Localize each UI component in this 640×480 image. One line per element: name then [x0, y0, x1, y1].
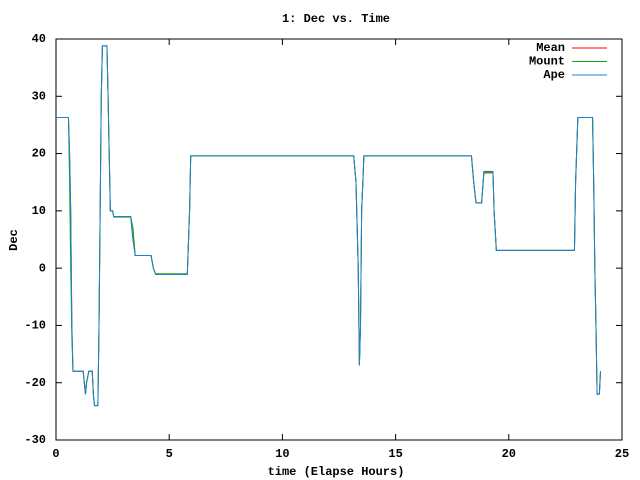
y-tick-label: 0 — [39, 261, 46, 275]
x-tick-label: 20 — [502, 447, 516, 461]
x-tick-label: 15 — [388, 447, 402, 461]
y-tick-label: -10 — [24, 319, 46, 333]
y-axis-label: Dec — [7, 229, 21, 251]
legend-label: Mount — [529, 55, 565, 69]
chart-title: 1: Dec vs. Time — [282, 12, 390, 26]
x-axis-label: time (Elapse Hours) — [268, 465, 405, 479]
y-tick-label: -20 — [24, 376, 46, 390]
y-tick-label: 10 — [32, 204, 46, 218]
y-tick-label: 20 — [32, 147, 46, 161]
x-tick-label: 5 — [166, 447, 173, 461]
legend-label: Ape — [543, 68, 565, 82]
x-tick-label: 25 — [615, 447, 629, 461]
series-line — [56, 45, 601, 407]
y-tick-label: 40 — [32, 32, 46, 46]
x-tick-label: 10 — [275, 447, 289, 461]
y-tick-label: 30 — [32, 89, 46, 103]
plot-frame — [55, 38, 623, 441]
y-tick-label: -30 — [24, 433, 46, 447]
legend-label: Mean — [536, 41, 565, 55]
x-tick-label: 0 — [52, 447, 59, 461]
